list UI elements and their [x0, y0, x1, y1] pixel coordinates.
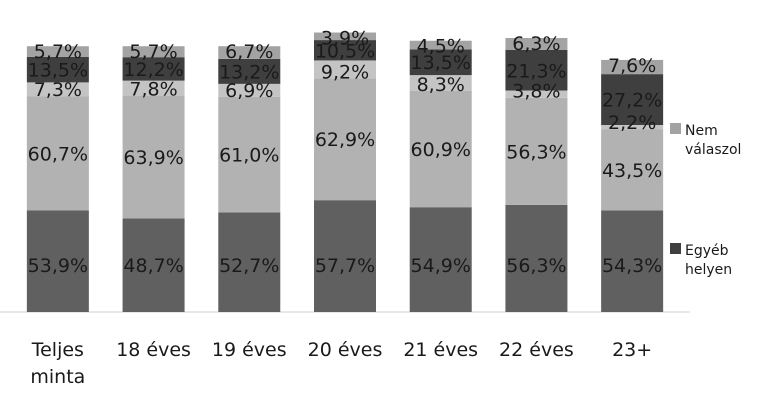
legend-label: válaszol [685, 142, 741, 158]
data-label: 54,9% [411, 255, 471, 277]
category-label: minta [30, 366, 85, 388]
bar-segment [314, 32, 376, 41]
data-label: 48,7% [123, 255, 183, 277]
bar-segment [26, 56, 89, 83]
bar-segment [26, 210, 89, 312]
bar-segment [601, 129, 664, 211]
bar-segment [601, 124, 664, 130]
data-label: 13,5% [411, 52, 471, 74]
bar-segment [314, 60, 376, 79]
bar-segment [601, 59, 664, 75]
bar-segment [409, 49, 472, 76]
data-label: 3,9% [321, 28, 369, 50]
data-label: 7,3% [34, 79, 82, 101]
data-label: 10,5% [315, 40, 375, 62]
data-label: 57,7% [315, 255, 375, 277]
bar-segment [409, 75, 472, 91]
legend-swatch [670, 243, 681, 254]
data-label: 5,7% [129, 41, 177, 63]
bar-segment [314, 40, 376, 61]
data-label: 61,0% [219, 145, 279, 167]
data-label: 43,5% [602, 160, 662, 182]
bar-segment [218, 212, 281, 312]
data-label: 21,3% [506, 60, 566, 82]
data-label: 12,2% [123, 59, 183, 81]
data-label: 2,2% [608, 112, 656, 134]
bar-segment [601, 74, 664, 125]
bar-segment [122, 80, 185, 96]
data-label: 63,9% [123, 147, 183, 169]
bar-segment [26, 46, 89, 57]
bar-segment [26, 82, 89, 97]
legend-label: Nem [685, 123, 718, 139]
bar-segment [122, 95, 185, 219]
bar-segment [505, 90, 568, 98]
bar-segment [218, 46, 281, 59]
bar-segment [601, 210, 664, 312]
data-label: 56,3% [506, 141, 566, 163]
bar-segment [122, 57, 185, 81]
data-label: 7,8% [129, 79, 177, 101]
category-label: 23+ [612, 339, 652, 361]
bar-segment [409, 40, 472, 50]
data-label: 54,3% [602, 255, 662, 277]
data-label: 60,7% [28, 143, 88, 165]
bar-segment [122, 218, 185, 312]
category-label: 20 éves [308, 339, 383, 361]
data-label: 60,9% [411, 139, 471, 161]
data-label: 27,2% [602, 90, 662, 112]
bar-segment [314, 78, 376, 201]
data-label: 9,2% [321, 61, 369, 83]
data-label: 62,9% [315, 129, 375, 151]
data-label: 6,7% [225, 41, 273, 63]
data-label: 52,7% [219, 255, 279, 277]
bar-segment [122, 46, 185, 58]
data-label: 3,8% [512, 81, 560, 103]
legend-label: helyen [685, 262, 732, 278]
bar-segment [409, 207, 472, 312]
category-label: 19 éves [212, 339, 287, 361]
bar-segment [505, 49, 568, 91]
data-label: 53,9% [28, 255, 88, 277]
bar-segment [218, 96, 281, 213]
bar-segment [26, 96, 89, 211]
data-label: 13,5% [28, 60, 88, 82]
bar-segment [218, 58, 281, 84]
data-label: 7,6% [608, 55, 656, 77]
category-label: Teljes [31, 339, 84, 361]
legend-label: Egyéb [685, 243, 729, 259]
data-label: 6,3% [512, 33, 560, 55]
data-label: 4,5% [417, 36, 465, 58]
bar-segment [314, 200, 376, 312]
bar-segment [505, 204, 568, 312]
data-label: 5,7% [34, 41, 82, 63]
bar-segment [505, 97, 568, 205]
data-label: 13,2% [219, 61, 279, 83]
legend-swatch [670, 123, 681, 134]
data-label: 8,3% [417, 74, 465, 96]
category-label: 18 éves [116, 339, 191, 361]
bar-segment [409, 90, 472, 208]
bar-segment [218, 83, 281, 97]
data-label: 6,9% [225, 80, 273, 102]
data-label: 56,3% [506, 255, 566, 277]
category-label: 22 éves [499, 339, 574, 361]
category-label: 21 éves [403, 339, 478, 361]
bar-segment [505, 38, 568, 50]
